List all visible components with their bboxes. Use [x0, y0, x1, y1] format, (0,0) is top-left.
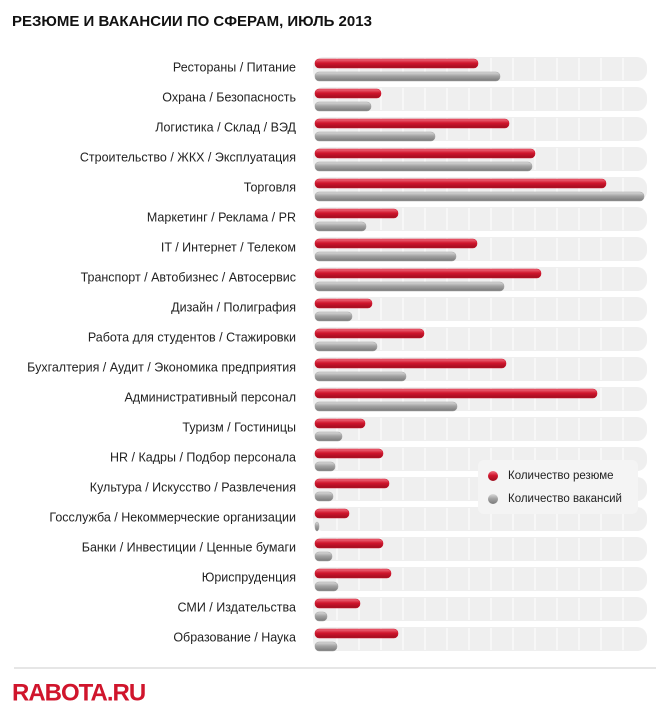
category-label: Строительство / ЖКХ / Эксплуатация [80, 150, 296, 164]
category-label: Маркетинг / Реклама / PR [147, 210, 296, 224]
bar [314, 71, 501, 82]
category-label: Культура / Искусство / Развлечения [90, 480, 296, 494]
bar [314, 478, 390, 489]
bar [314, 628, 399, 639]
bar [314, 418, 366, 429]
bar [314, 178, 607, 189]
track [313, 417, 647, 441]
bar [314, 358, 507, 369]
bar [314, 461, 336, 472]
logo: RABOTA.RU [12, 679, 145, 706]
bar [314, 298, 373, 309]
bar [314, 238, 478, 249]
bar [314, 388, 598, 399]
category-label: Работа для студентов / Стажировки [88, 330, 296, 344]
bar [314, 161, 533, 172]
category-label: Логистика / Склад / ВЭД [155, 120, 296, 134]
category-label: Юриспруденция [202, 570, 296, 584]
bar [314, 491, 334, 502]
bar [314, 131, 436, 142]
bar [314, 251, 457, 262]
track [313, 567, 647, 591]
legend-label: Количество вакансий [508, 493, 622, 505]
category-label: HR / Кадры / Подбор персонала [110, 450, 296, 464]
legend-label: Количество резюме [508, 470, 614, 482]
legend-marker [488, 471, 498, 481]
bar [314, 148, 536, 159]
legend-box [478, 460, 638, 514]
bar [314, 448, 384, 459]
chart-title: РЕЗЮМЕ И ВАКАНСИИ ПО СФЕРАМ, ИЮЛЬ 2013 [12, 13, 372, 30]
category-label: Дизайн / Полиграфия [171, 300, 296, 314]
category-label: Банки / Инвестиции / Ценные бумаги [82, 540, 296, 554]
category-label: IT / Интернет / Телеком [161, 240, 296, 254]
category-label: СМИ / Издательства [178, 600, 297, 614]
bar [314, 118, 510, 129]
category-label: Рестораны / Питание [173, 60, 296, 74]
bar [314, 341, 378, 352]
track [313, 87, 647, 111]
bar [314, 538, 384, 549]
bar [314, 191, 645, 202]
bar [314, 221, 367, 232]
legend: Количество резюме Количество вакансий [478, 460, 638, 514]
bar [314, 521, 320, 532]
bar [314, 598, 361, 609]
bar [314, 611, 328, 622]
category-label: Торговля [244, 180, 296, 194]
bar [314, 88, 382, 99]
category-label: Бухгалтерия / Аудит / Экономика предприя… [27, 360, 296, 374]
bar [314, 581, 339, 592]
bar [314, 508, 350, 519]
track [313, 597, 647, 621]
category-label: Образование / Наука [173, 630, 296, 644]
bar [314, 568, 392, 579]
bar [314, 281, 505, 292]
category-label: Туризм / Гостиницы [182, 420, 296, 434]
category-label: Транспорт / Автобизнес / Автосервис [81, 270, 296, 284]
bar [314, 268, 542, 279]
bar [314, 101, 372, 112]
track [313, 537, 647, 561]
bar [314, 208, 399, 219]
bar [314, 401, 458, 412]
category-label: Госслужба / Некоммерческие организации [49, 510, 296, 524]
bar [314, 58, 479, 69]
bar [314, 311, 353, 322]
bar [314, 551, 333, 562]
track [313, 297, 647, 321]
category-label: Охрана / Безопасность [162, 90, 296, 104]
bar [314, 431, 343, 442]
bar [314, 641, 338, 652]
legend-marker [488, 494, 498, 504]
bar [314, 371, 407, 382]
bar [314, 328, 425, 339]
category-label: Административный персонал [124, 390, 296, 404]
